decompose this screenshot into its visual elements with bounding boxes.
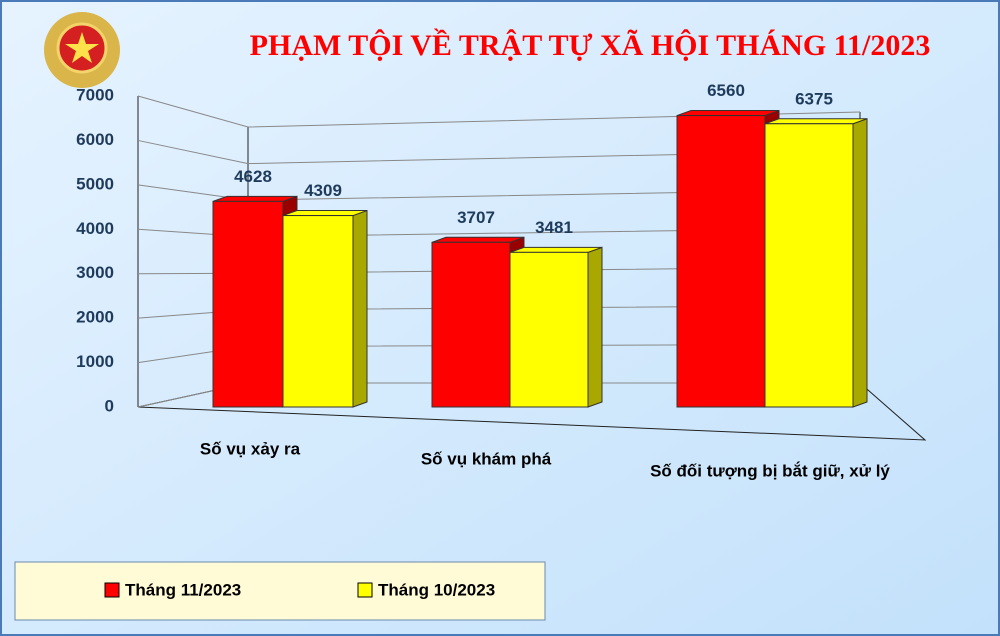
x-tick-label: Số vụ xảy ra xyxy=(200,439,301,458)
value-label: 6375 xyxy=(795,89,833,108)
bar-top xyxy=(431,236,525,243)
grid-line xyxy=(137,139,861,165)
value-label: 4628 xyxy=(234,167,272,186)
y-tick-label: 6000 xyxy=(76,130,114,149)
value-label: 3707 xyxy=(457,208,495,227)
bar-side xyxy=(587,246,603,408)
legend xyxy=(14,561,546,621)
bar xyxy=(282,215,354,408)
bar-side xyxy=(352,209,368,408)
y-tick-label: 0 xyxy=(105,396,114,415)
bar-side xyxy=(852,118,868,408)
value-label: 4309 xyxy=(304,181,342,200)
legend-label: Tháng 10/2023 xyxy=(378,580,495,599)
bar-top xyxy=(282,210,368,217)
bar xyxy=(509,251,589,408)
bar xyxy=(431,241,511,408)
logo xyxy=(44,12,120,88)
y-tick-label: 3000 xyxy=(76,263,114,282)
bar xyxy=(212,200,284,408)
legend-swatch xyxy=(357,582,373,598)
bar-top xyxy=(212,195,298,202)
x-tick-label: Số vụ khám phá xyxy=(421,449,552,468)
bar-top xyxy=(764,118,868,125)
legend-swatch xyxy=(104,582,120,598)
y-tick-label: 2000 xyxy=(76,308,114,327)
y-tick-label: 1000 xyxy=(76,352,114,371)
legend-label: Tháng 11/2023 xyxy=(125,580,241,599)
x-tick-label: Số đối tượng bị bắt giữ, xử lý xyxy=(650,461,890,480)
bar-top xyxy=(676,110,780,117)
y-tick-label: 5000 xyxy=(76,174,114,193)
y-tick-label: 7000 xyxy=(76,85,114,104)
grid-line xyxy=(137,95,861,128)
y-tick-label: 4000 xyxy=(76,219,114,238)
chart-title: PHẠM TỘI VỀ TRẬT TỰ XÃ HỘI THÁNG 11/2023 xyxy=(250,28,931,62)
bar-top xyxy=(509,246,603,253)
value-label: 3481 xyxy=(535,218,573,237)
value-label: 6560 xyxy=(707,81,745,100)
bar xyxy=(676,115,766,408)
bar xyxy=(764,123,854,408)
